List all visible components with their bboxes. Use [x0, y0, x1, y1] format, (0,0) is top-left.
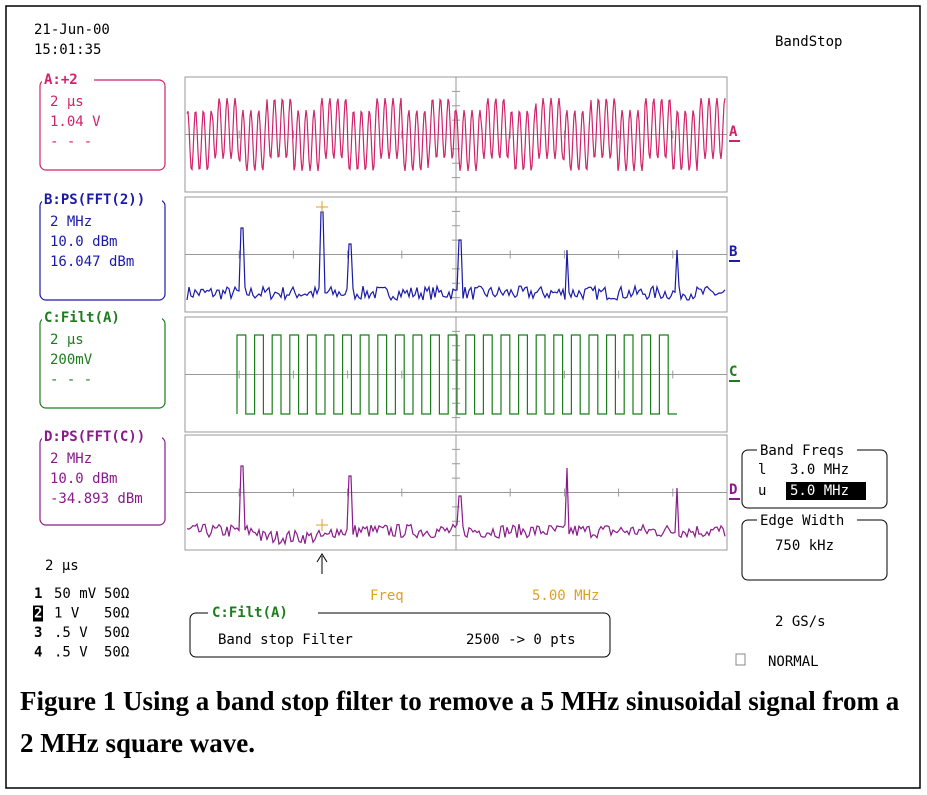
label: 4 [34, 645, 42, 661]
label: 50Ω [104, 586, 129, 602]
waveform [186, 211, 726, 302]
label: C:Filt(A) [212, 605, 288, 621]
label: D:PS(FFT(C)) [44, 429, 145, 445]
label-bg [42, 309, 162, 327]
highlight [33, 605, 43, 622]
label: D [729, 482, 737, 498]
label: 2 MHz [50, 451, 92, 467]
label: 10.0 dBm [50, 471, 117, 487]
cursor-arrow-head [316, 553, 328, 563]
label-bg [42, 71, 94, 89]
label: Band stop Filter [218, 632, 353, 648]
label: C [729, 364, 737, 380]
label: 50 mV [54, 586, 97, 602]
label: 3 [34, 625, 42, 641]
label: 15:01:35 [34, 42, 101, 58]
label: - - - [50, 372, 92, 388]
label: u [758, 483, 766, 499]
label: 5.00 MHz [532, 588, 599, 604]
waveform [236, 334, 677, 415]
label: Band Freqs [760, 443, 844, 459]
label: A:+2 [44, 72, 78, 88]
label: Freq [370, 588, 404, 604]
label: A [729, 124, 738, 140]
label-bg [757, 512, 857, 528]
label: - - - [50, 134, 92, 150]
label: 1 [34, 586, 42, 602]
label: 1.04 V [50, 114, 101, 130]
label: Edge Width [760, 513, 844, 529]
label: 50Ω [104, 645, 129, 661]
label-bg [208, 605, 318, 621]
label: 10.0 dBm [50, 234, 117, 250]
label: 16.047 dBm [50, 254, 134, 270]
waveform [186, 97, 726, 172]
label: 50Ω [104, 606, 129, 622]
label: 2 GS/s [775, 614, 826, 630]
label: BandStop [775, 34, 842, 50]
label-bg [42, 428, 162, 446]
label: .5 V [54, 645, 88, 661]
frame [5, 5, 921, 789]
label: .5 V [54, 625, 88, 641]
label: NORMAL [768, 654, 819, 670]
label: -34.893 dBm [50, 491, 143, 507]
label: B:PS(FFT(2)) [44, 192, 145, 208]
label: l [758, 462, 766, 478]
label-bg [42, 191, 162, 209]
caption: Figure 1 Using a band stop filter to rem… [20, 686, 900, 758]
label-bg [757, 442, 857, 458]
math-box [189, 612, 611, 658]
label: 5.0 MHz [790, 483, 849, 499]
label: 2 [34, 606, 42, 622]
label: 200mV [50, 352, 93, 368]
label: 21-Jun-00 [34, 22, 110, 38]
label: C:Filt(A) [44, 310, 120, 326]
label: 2 µs [50, 94, 84, 110]
label: 1 V [54, 606, 80, 622]
waveform [186, 465, 726, 546]
trace-box [39, 79, 166, 171]
label: 750 kHz [775, 538, 834, 554]
label: 2500 -> 0 pts [466, 632, 576, 648]
label: 3.0 MHz [790, 462, 849, 478]
label: 50Ω [104, 625, 129, 641]
status-square [735, 653, 746, 666]
label: B [729, 244, 737, 260]
label: 2 MHz [50, 214, 92, 230]
label: 2 µs [50, 332, 84, 348]
label: 2 µs [45, 558, 79, 574]
highlight [786, 482, 866, 500]
